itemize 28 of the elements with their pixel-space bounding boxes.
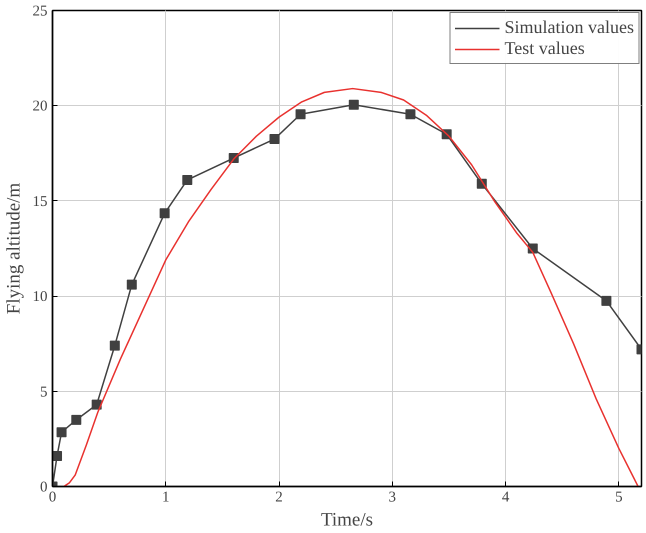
y-tick-label: 0 <box>40 480 48 496</box>
point <box>405 109 416 120</box>
x-tick-label: 5 <box>615 490 623 506</box>
point <box>52 451 62 462</box>
legend-label: Simulation values <box>504 17 634 38</box>
y-tick-label: 20 <box>32 98 48 115</box>
point <box>110 340 120 351</box>
point <box>348 100 359 110</box>
point <box>71 414 82 425</box>
point <box>56 427 67 438</box>
x-tick-label: 4 <box>502 490 510 506</box>
point <box>126 280 137 290</box>
point <box>296 109 306 120</box>
point <box>160 208 170 218</box>
y-tick-label: 5 <box>40 384 48 400</box>
x-tick-label: 2 <box>275 490 283 506</box>
y-tick-label: 10 <box>32 289 48 306</box>
y-tick-label: 15 <box>32 194 48 210</box>
y-tick-label: 25 <box>32 4 48 20</box>
x-tick-label: 1 <box>162 490 170 506</box>
point <box>270 134 280 144</box>
point <box>601 296 612 306</box>
y-axis-title: Flying altitude/m <box>4 182 24 314</box>
x-axis-title: Time/s <box>320 510 374 530</box>
point <box>182 174 192 185</box>
x-tick-label: 3 <box>388 490 396 506</box>
point <box>92 400 102 410</box>
legend-label: Test values <box>504 38 585 59</box>
